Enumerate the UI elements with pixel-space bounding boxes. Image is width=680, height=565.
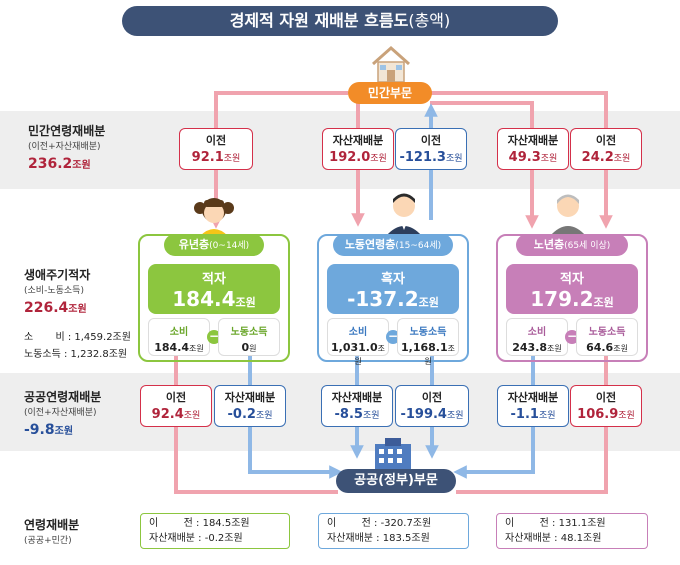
lifecycle-labor: 노동소득 : 1,232.8조원 xyxy=(24,349,128,360)
private-row-sub: (이전+자산재배분) xyxy=(28,142,101,152)
building-icon xyxy=(375,438,411,470)
page-title: 경제적 자원 재배분 흐름도(총액) xyxy=(122,6,558,36)
public-row-sub: (이전+자산재배분) xyxy=(24,408,97,418)
panel-elder-consumption: 소비 243.8조원 xyxy=(506,318,568,356)
panel-child-balance: 적자 184.4조원 xyxy=(148,264,280,314)
panel-elder-header: 노년층(65세 이상) xyxy=(516,234,628,256)
total-row-label: 연령재배분 (공공+민간) xyxy=(24,516,79,546)
public-flow-child-transfer: 이전 92.4조원 xyxy=(140,385,212,427)
public-flow-worker-transfer: 이전 -199.4조원 xyxy=(395,385,469,427)
house-icon xyxy=(372,45,410,83)
summary-elder-asset: 자산재배분 : 48.1조원 xyxy=(505,533,602,544)
summary-child-asset: 자산재배분 : -0.2조원 xyxy=(149,533,243,544)
flow-private-elder-asset xyxy=(430,101,539,229)
summary-child: 이 전 : 184.5조원 자산재배분 : -0.2조원 xyxy=(140,513,290,549)
private-flow-worker-asset: 자산재배분 192.0조원 xyxy=(322,128,394,170)
panel-worker-consumption: 소비 1,031.0조원 xyxy=(327,318,389,366)
summary-worker: 이 전 : -320.7조원 자산재배분 : 183.5조원 xyxy=(318,513,469,549)
lifecycle-row-title: 생애주기적자 xyxy=(24,268,91,282)
panel-elder-labor: 노동소득 64.6조원 xyxy=(576,318,638,356)
private-flow-child-transfer: 이전 92.1조원 xyxy=(179,128,253,170)
child-icon xyxy=(194,198,234,236)
adult-icon xyxy=(386,193,422,236)
panel-child-minus-icon: − xyxy=(207,329,221,344)
panel-child-labor: 노동소득 0원 xyxy=(218,318,280,356)
lifecycle-row-label: 생애주기적자 (소비-노동소득) 226.4조원 소 비 : 1,459.2조원… xyxy=(24,266,131,360)
private-row-label: 민간연령재배분 (이전+자산재배분) 236.2조원 xyxy=(28,122,105,172)
summary-worker-transfer: 이 전 : -320.7조원 xyxy=(327,518,432,529)
public-flow-worker-asset: 자산재배분 -8.5조원 xyxy=(321,385,393,427)
public-row-title: 공공연령재배분 xyxy=(24,390,102,404)
public-row-label: 공공연령재배분 (이전+자산재배분) -9.8조원 xyxy=(24,388,101,438)
total-row-sub: (공공+민간) xyxy=(24,536,72,546)
flow-private-child-transfer xyxy=(209,91,348,229)
lifecycle-row-value: 226.4조원 xyxy=(24,300,87,316)
panel-child-consumption: 소비 184.4조원 xyxy=(148,318,210,356)
summary-elder-transfer: 이 전 : 131.1조원 xyxy=(505,518,606,529)
elder-icon xyxy=(550,194,586,236)
panel-child-header: 유년층(0~14세) xyxy=(164,234,264,256)
panel-worker-header: 노동연령층(15~64세) xyxy=(333,234,453,256)
private-sector-pill: 민간부문 xyxy=(348,82,432,104)
public-row-value: -9.8조원 xyxy=(24,422,74,438)
public-flow-elder-transfer: 이전 106.9조원 xyxy=(570,385,642,427)
summary-child-transfer: 이 전 : 184.5조원 xyxy=(149,518,250,529)
private-row-value: 236.2조원 xyxy=(28,156,91,172)
total-row-title: 연령재배분 xyxy=(24,518,80,532)
summary-worker-asset: 자산재배분 : 183.5조원 xyxy=(327,533,430,544)
private-flow-worker-transfer: 이전 -121.3조원 xyxy=(395,128,467,170)
lifecycle-row-sub: (소비-노동소득) xyxy=(24,286,84,296)
panel-worker-minus-icon: − xyxy=(386,329,400,344)
panel-elder-balance: 적자 179.2조원 xyxy=(506,264,638,314)
panel-elder-minus-icon: − xyxy=(565,329,579,344)
title-suffix: (총액) xyxy=(408,11,451,30)
private-flow-elder-asset: 자산재배분 49.3조원 xyxy=(497,128,569,170)
public-flow-child-asset: 자산재배분 -0.2조원 xyxy=(214,385,286,427)
flow-private-elder-transfer xyxy=(430,91,613,229)
lifecycle-consumption: 소 비 : 1,459.2조원 xyxy=(24,332,131,343)
summary-elder: 이 전 : 131.1조원 자산재배분 : 48.1조원 xyxy=(496,513,648,549)
panel-worker-labor: 노동소득 1,168.1조원 xyxy=(397,318,459,366)
private-row-title: 민간연령재배분 xyxy=(28,124,106,138)
public-sector-pill: 공공(정부)부문 xyxy=(336,469,456,493)
title-text: 경제적 자원 재배분 흐름도 xyxy=(229,11,409,30)
public-flow-elder-asset: 자산재배분 -1.1조원 xyxy=(497,385,569,427)
private-flow-elder-transfer: 이전 24.2조원 xyxy=(570,128,642,170)
panel-worker-balance: 흑자 -137.2조원 xyxy=(327,264,459,314)
